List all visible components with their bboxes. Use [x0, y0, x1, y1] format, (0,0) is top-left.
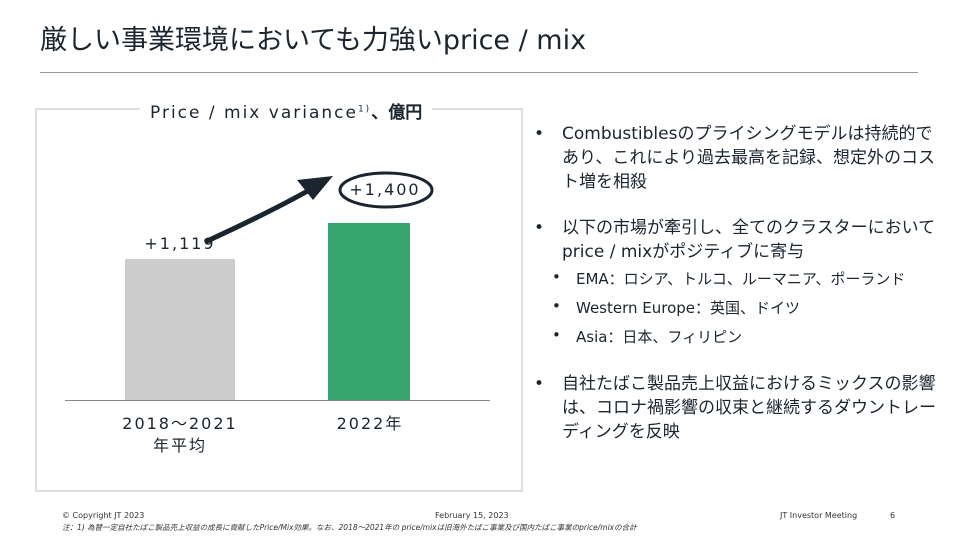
event-name: JT Investor Meeting: [780, 511, 858, 520]
footnote-mark: 1): [357, 104, 372, 115]
category-line: 2018～2021: [122, 414, 238, 433]
sub-bullet-western-europe: Western Europe：英国、ドイツ: [552, 297, 801, 318]
page-number: 6: [890, 511, 896, 520]
category-label-2022: 2022年: [336, 414, 404, 433]
bullet-2: 以下の市場が牽引し、全てのクラスターにおいてprice / mixがポジティブに…: [534, 216, 940, 264]
chart-title-text: Price / mix variance: [150, 103, 358, 123]
value-label-2018-2021: +1,119: [144, 234, 216, 253]
bar-0: [125, 258, 235, 400]
chart-unit: 、億円: [371, 103, 423, 123]
sub-bullet-text: Western Europe：英国、ドイツ: [576, 299, 801, 317]
sub-bullet-asia: Asia：日本、フィリピン: [552, 326, 743, 347]
sub-bullet-text: EMA：ロシア、トルコ、ルーマニア、ポーランド: [576, 270, 906, 288]
chart-title: Price / mix variance1)、億円: [140, 98, 433, 123]
bullet-3: 自社たばこ製品売上収益におけるミックスの影響は、コロナ禍影響の収束と継続するダウ…: [534, 372, 940, 444]
bullet-1: Combustiblesのプライシングモデルは持続的であり、これにより過去最高を…: [534, 122, 940, 194]
category-label-2018-2021: 2018～2021 年平均: [120, 413, 240, 457]
highlight-circle: [338, 171, 434, 209]
sub-bullet-text: Asia：日本、フィリピン: [576, 328, 743, 346]
title-divider: [40, 72, 918, 73]
chart-baseline: [65, 400, 490, 401]
bullet-text: Combustiblesのプライシングモデルは持続的であり、これにより過去最高を…: [562, 124, 935, 192]
bullet-text: 自社たばこ製品売上収益におけるミックスの影響は、コロナ禍影響の収束と継続するダウ…: [562, 374, 936, 442]
chart-panel: [35, 108, 523, 492]
bullet-text: 以下の市場が牽引し、全てのクラスターにおいてprice / mixがポジティブに…: [562, 218, 936, 262]
value-label-2022: +1,400: [349, 180, 421, 199]
slide-title: 厳しい事業環境においても力強いprice / mix: [40, 25, 587, 56]
bar-1: [328, 223, 410, 400]
copyright: © Copyright JT 2023: [62, 511, 145, 520]
footnote: 注：1) 為替一定自社たばこ製品売上収益の成長に貢献したPrice/Mix効果。…: [62, 523, 637, 532]
category-line: 年平均: [152, 436, 207, 455]
date: February 15, 2023: [435, 511, 509, 520]
growth-arrow: [203, 171, 434, 245]
sub-bullet-ema: EMA：ロシア、トルコ、ルーマニア、ポーランド: [552, 268, 906, 289]
